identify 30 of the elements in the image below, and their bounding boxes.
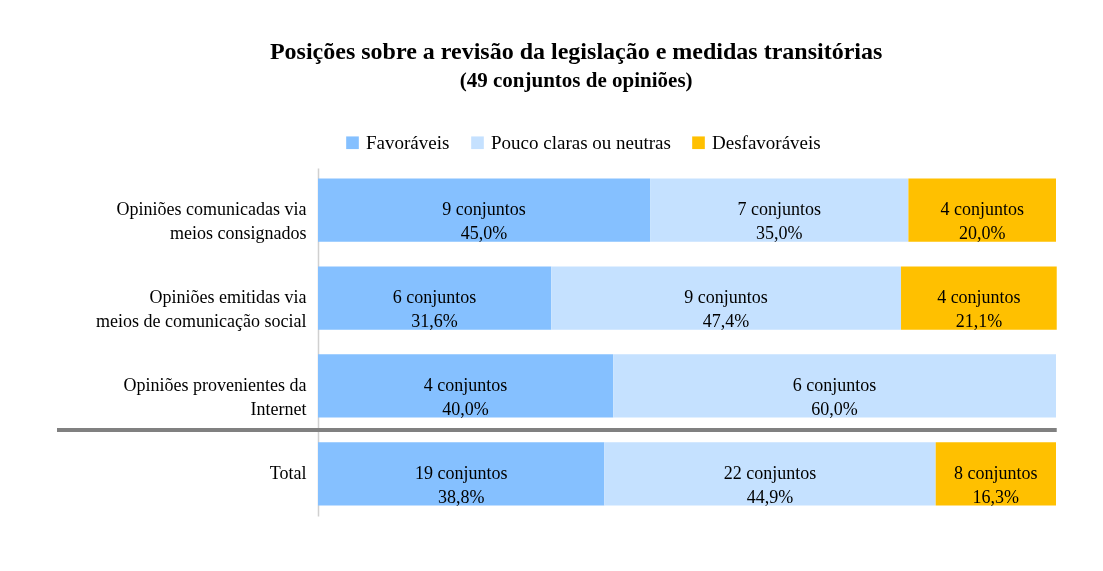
bar [604, 442, 936, 506]
data-label: 22 conjuntos 44,9% [723, 462, 817, 507]
chart-subtitle: (49 conjuntos de opiniões) [459, 68, 693, 92]
y-tick-label: Opiniões provenientes da Internet [123, 374, 307, 419]
data-label: 4 conjuntos 21,1% [937, 287, 1021, 332]
data-label: 7 conjuntos 35,0% [737, 199, 821, 244]
data-label: 4 conjuntos 40,0% [423, 374, 508, 419]
legend-label: Favoráveis [366, 131, 450, 153]
bar [901, 266, 1057, 330]
legend-label: Desfavoráveis [712, 131, 821, 153]
bar [318, 178, 651, 242]
data-label: 6 conjuntos 31,6% [392, 287, 477, 332]
chart-title: Posições sobre a revisão da legislação e medidas transitórias [269, 38, 883, 64]
y-tick-label: Opiniões emitidas via meios de comunicação social [96, 287, 307, 332]
legend-label: Pouco claras ou neutras [491, 131, 671, 153]
data-label: 9 conjuntos 47,4% [684, 287, 768, 332]
data-label: 9 conjuntos 45,0% [442, 199, 526, 244]
y-tick-label: Total [269, 462, 307, 483]
bar [318, 354, 614, 418]
bar [908, 178, 1056, 242]
bar [318, 266, 552, 330]
data-label: 19 conjuntos 38,8% [414, 462, 508, 507]
bar [613, 354, 1056, 418]
bar [318, 442, 605, 506]
data-label: 8 conjuntos 16,3% [954, 462, 1038, 507]
y-tick-label: Opiniões comunicadas via meios consignados [116, 199, 307, 244]
data-label: 4 conjuntos 20,0% [940, 199, 1024, 244]
data-label: 6 conjuntos 60,0% [792, 374, 877, 419]
bar [551, 266, 902, 330]
bar [650, 178, 909, 242]
